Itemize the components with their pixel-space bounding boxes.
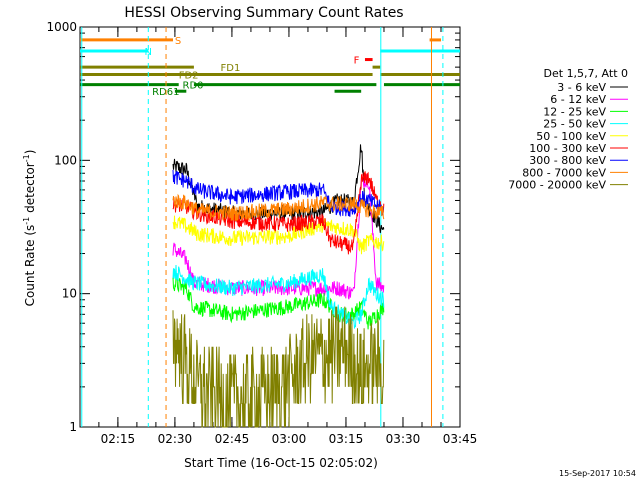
legend-label-2: 6 - 12 keV [550, 93, 606, 106]
x-tick-label: 03:00 [272, 432, 307, 446]
flag-f-label: F [354, 56, 360, 67]
x-tick-label: 02:30 [158, 432, 193, 446]
y-tick-label: 1000 [46, 20, 77, 34]
x-tick-label: 03:45 [443, 432, 478, 446]
legend-label-8: 800 - 7000 keV [522, 166, 606, 179]
y-tick-label: 100 [54, 153, 77, 167]
legend-label-1: 3 - 6 keV [557, 81, 606, 94]
flag-s-label: S [175, 36, 181, 47]
flag-fd2-label: FD2 [179, 71, 199, 82]
axes: 1 10 100 1000 02:15 02:30 02:45 03:00 03:15 03:30… [46, 20, 477, 446]
flag-n-label: N [144, 47, 151, 58]
flag-rd0-label: RD0 [183, 81, 204, 92]
flag-lines: SNFFD1FD2RD0RD61 [80, 36, 460, 98]
plot-frame [79, 26, 461, 428]
series-line-5 [172, 215, 385, 255]
x-axis-label: Start Time (16-Oct-15 02:05:02) [184, 456, 378, 470]
legend-label-3: 12 - 25 keV [543, 105, 606, 118]
legend-label-9: 7000 - 20000 keV [508, 179, 606, 192]
vertical-markers [81, 27, 444, 427]
x-tick-label: 03:15 [329, 432, 364, 446]
x-tick-label: 02:45 [215, 432, 250, 446]
y-axis-label: Count Rate (s-1 detector-1) [22, 150, 37, 307]
series-line-8 [172, 193, 385, 222]
series-lines [172, 144, 385, 428]
flag-fd1-label: FD1 [221, 63, 241, 74]
series-line-9 [172, 306, 385, 428]
y-tick-label: 1 [69, 420, 77, 434]
legend-label-6: 100 - 300 keV [529, 142, 606, 155]
footer-date: 15-Sep-2017 10:54 [559, 469, 636, 478]
x-tick-label: 02:15 [101, 432, 136, 446]
series-line-2 [172, 174, 385, 300]
legend-label-5: 50 - 100 keV [536, 130, 606, 143]
x-tick-label: 03:30 [386, 432, 421, 446]
legend-label-4: 25 - 50 keV [543, 118, 606, 131]
series-line-7 [172, 169, 384, 217]
y-tick-label: 10 [62, 287, 77, 301]
chart-title: HESSI Observing Summary Count Rates [124, 5, 403, 21]
legend-title: Det 1,5,7, Att 0 [544, 67, 628, 80]
legend-label-7: 300 - 800 keV [529, 154, 606, 167]
